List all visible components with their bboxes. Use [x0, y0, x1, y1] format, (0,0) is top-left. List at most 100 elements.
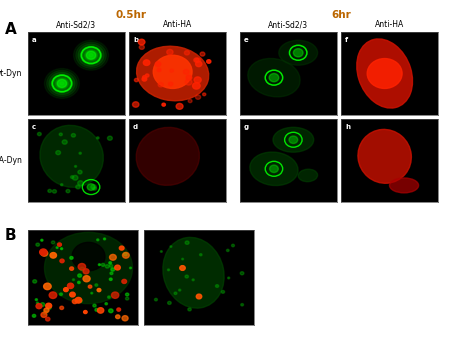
Circle shape — [116, 315, 120, 318]
Text: h: h — [345, 124, 350, 130]
Circle shape — [119, 246, 124, 250]
Circle shape — [167, 49, 173, 55]
Circle shape — [179, 289, 181, 291]
Circle shape — [59, 133, 62, 136]
Circle shape — [185, 79, 192, 85]
Circle shape — [188, 308, 191, 311]
Circle shape — [196, 61, 202, 66]
Circle shape — [126, 297, 129, 300]
Circle shape — [97, 137, 99, 139]
Circle shape — [49, 292, 57, 299]
Ellipse shape — [136, 127, 200, 186]
Text: Anti-Sd2/3: Anti-Sd2/3 — [56, 20, 97, 29]
Circle shape — [157, 68, 161, 72]
Circle shape — [56, 247, 58, 248]
Ellipse shape — [390, 178, 419, 193]
Circle shape — [183, 69, 189, 74]
Circle shape — [78, 170, 82, 174]
Circle shape — [56, 150, 61, 155]
Circle shape — [192, 279, 194, 281]
Circle shape — [105, 265, 109, 268]
Circle shape — [109, 309, 113, 313]
Circle shape — [83, 276, 90, 282]
Circle shape — [78, 181, 83, 186]
Circle shape — [184, 51, 190, 55]
Circle shape — [74, 166, 77, 167]
Circle shape — [41, 250, 48, 256]
Circle shape — [105, 303, 108, 305]
Circle shape — [185, 241, 189, 244]
Circle shape — [73, 299, 77, 303]
Circle shape — [40, 249, 47, 255]
Circle shape — [41, 239, 43, 241]
Text: Anti-Sd2/3: Anti-Sd2/3 — [268, 20, 309, 29]
Circle shape — [111, 268, 115, 271]
Circle shape — [158, 83, 164, 87]
Circle shape — [221, 290, 225, 293]
Circle shape — [76, 185, 80, 189]
Circle shape — [47, 306, 51, 309]
Circle shape — [111, 292, 119, 298]
Circle shape — [98, 308, 104, 313]
Circle shape — [133, 102, 139, 107]
Circle shape — [87, 52, 95, 59]
Circle shape — [110, 272, 113, 274]
Circle shape — [170, 69, 173, 72]
Ellipse shape — [250, 152, 298, 186]
Text: b: b — [133, 37, 138, 43]
Circle shape — [207, 60, 211, 63]
Circle shape — [97, 288, 101, 292]
Text: 6hr: 6hr — [331, 10, 351, 20]
Circle shape — [95, 308, 98, 311]
Circle shape — [57, 243, 62, 246]
Circle shape — [194, 77, 201, 83]
Circle shape — [117, 308, 120, 311]
Circle shape — [124, 253, 127, 256]
Circle shape — [70, 267, 73, 270]
Circle shape — [37, 132, 41, 136]
Circle shape — [153, 55, 192, 89]
Text: a: a — [32, 37, 36, 43]
Text: wt-Dyn: wt-Dyn — [0, 69, 22, 78]
Circle shape — [176, 103, 183, 109]
Circle shape — [86, 51, 96, 60]
Circle shape — [41, 312, 47, 317]
Circle shape — [195, 95, 201, 99]
Circle shape — [48, 189, 52, 193]
Circle shape — [78, 281, 80, 284]
Circle shape — [83, 269, 89, 274]
Circle shape — [170, 246, 172, 247]
Text: f: f — [345, 37, 348, 43]
Circle shape — [180, 266, 185, 271]
Text: Anti-HA: Anti-HA — [163, 20, 192, 29]
Circle shape — [46, 303, 52, 308]
Circle shape — [367, 58, 402, 89]
Circle shape — [155, 62, 161, 66]
Circle shape — [139, 45, 145, 49]
Circle shape — [195, 58, 201, 62]
Circle shape — [55, 78, 68, 89]
Circle shape — [70, 257, 73, 259]
Circle shape — [192, 83, 200, 89]
Circle shape — [109, 254, 116, 260]
Circle shape — [73, 40, 109, 70]
Circle shape — [87, 184, 95, 190]
Circle shape — [60, 293, 63, 295]
Ellipse shape — [358, 130, 411, 183]
Circle shape — [36, 303, 42, 309]
Circle shape — [66, 189, 70, 193]
Circle shape — [33, 280, 36, 283]
Circle shape — [75, 298, 82, 303]
Circle shape — [67, 283, 73, 288]
Circle shape — [73, 175, 78, 180]
Circle shape — [227, 249, 229, 252]
Circle shape — [80, 46, 102, 64]
Text: A: A — [5, 22, 17, 37]
Ellipse shape — [45, 232, 133, 304]
Circle shape — [129, 267, 131, 269]
Circle shape — [80, 267, 84, 271]
Circle shape — [101, 263, 105, 266]
Circle shape — [93, 304, 96, 307]
Circle shape — [54, 76, 71, 91]
Circle shape — [182, 258, 183, 260]
